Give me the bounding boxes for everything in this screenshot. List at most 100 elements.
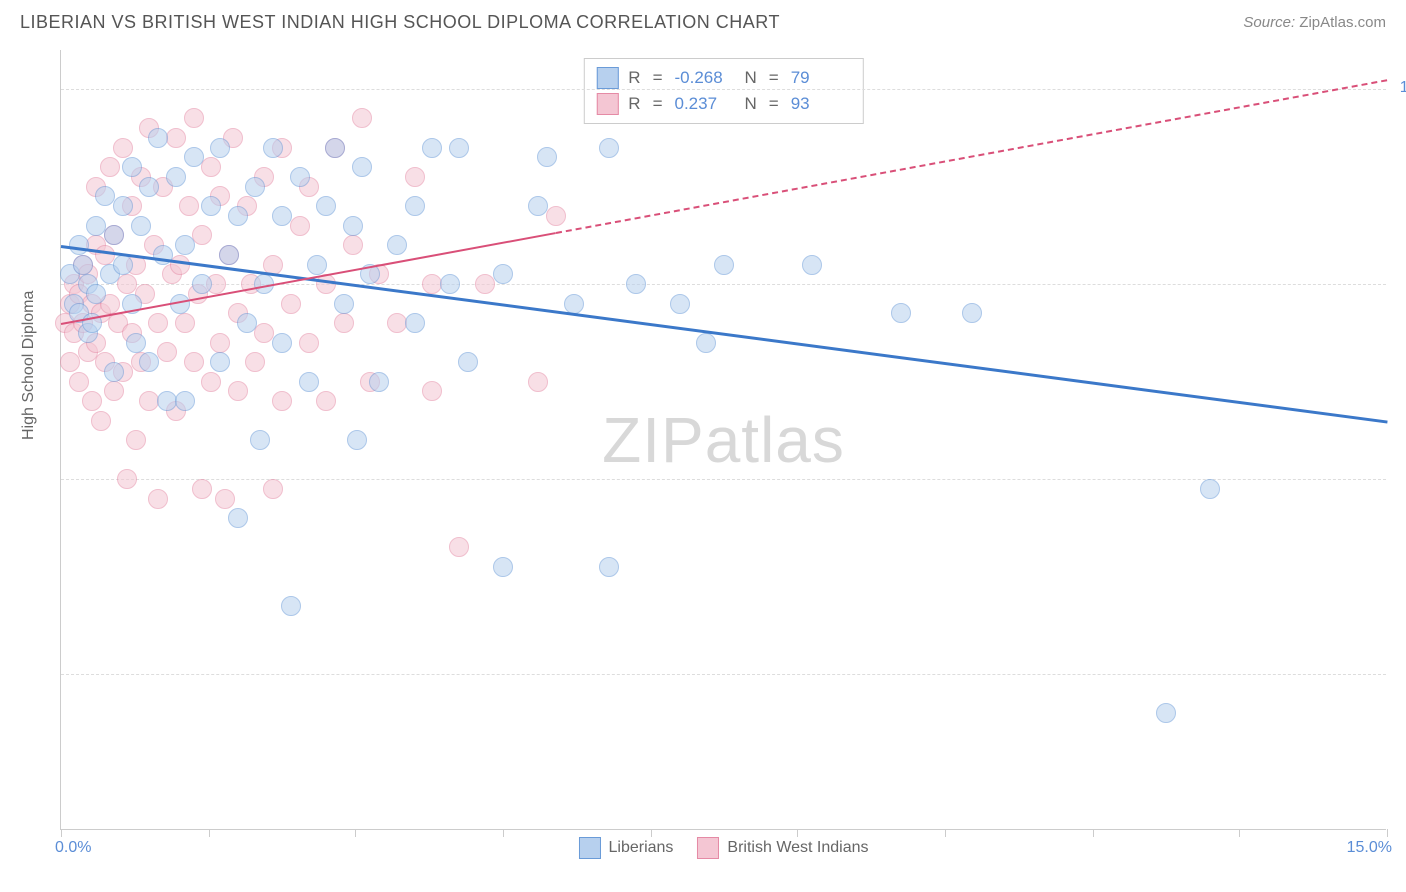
scatter-point: [192, 225, 212, 245]
scatter-point: [73, 255, 93, 275]
y-tick-label: 100.0%: [1400, 79, 1406, 97]
scatter-point: [104, 362, 124, 382]
scatter-point: [113, 255, 133, 275]
scatter-point: [148, 128, 168, 148]
scatter-point: [139, 352, 159, 372]
series-legend: Liberians British West Indians: [578, 837, 868, 859]
scatter-point: [60, 352, 80, 372]
scatter-point: [245, 177, 265, 197]
scatter-point: [891, 303, 911, 323]
scatter-point: [405, 196, 425, 216]
scatter-point: [245, 352, 265, 372]
scatter-point: [422, 138, 442, 158]
scatter-point: [69, 235, 89, 255]
scatter-point: [126, 333, 146, 353]
legend-swatch: [596, 93, 618, 115]
scatter-point: [546, 206, 566, 226]
scatter-point: [343, 216, 363, 236]
stat-n-value: 93: [791, 94, 851, 114]
scatter-point: [714, 255, 734, 275]
scatter-point: [449, 138, 469, 158]
scatter-point: [113, 196, 133, 216]
scatter-point: [228, 206, 248, 226]
legend-swatch: [697, 837, 719, 859]
stats-row: R=0.237N=93: [596, 91, 850, 117]
scatter-point: [228, 381, 248, 401]
scatter-point: [219, 245, 239, 265]
stat-eq: =: [653, 68, 663, 88]
scatter-point: [387, 235, 407, 255]
stats-row: R=-0.268N=79: [596, 65, 850, 91]
scatter-point: [290, 167, 310, 187]
x-tick: [1387, 829, 1388, 837]
chart-title: LIBERIAN VS BRITISH WEST INDIAN HIGH SCH…: [20, 12, 780, 33]
legend-item: Liberians: [578, 837, 673, 859]
scatter-point: [82, 391, 102, 411]
stat-r-label: R: [628, 68, 640, 88]
scatter-point: [802, 255, 822, 275]
scatter-point: [281, 294, 301, 314]
scatter-point: [670, 294, 690, 314]
scatter-point: [334, 313, 354, 333]
scatter-point: [316, 196, 336, 216]
scatter-point: [201, 196, 221, 216]
stat-r-label: R: [628, 94, 640, 114]
scatter-point: [175, 313, 195, 333]
scatter-point: [493, 557, 513, 577]
gridline: [61, 674, 1386, 675]
x-tick: [355, 829, 356, 837]
scatter-point: [299, 372, 319, 392]
scatter-point: [599, 557, 619, 577]
stat-n-label: N: [745, 94, 757, 114]
x-tick-label-first: 0.0%: [55, 839, 91, 857]
gridline: [61, 89, 1386, 90]
scatter-point: [1200, 479, 1220, 499]
scatter-point: [184, 352, 204, 372]
scatter-point: [316, 391, 336, 411]
scatter-point: [192, 479, 212, 499]
scatter-point: [696, 333, 716, 353]
scatter-point: [352, 157, 372, 177]
scatter-point: [184, 147, 204, 167]
scatter-point: [299, 333, 319, 353]
scatter-point: [215, 489, 235, 509]
scatter-point: [528, 372, 548, 392]
scatter-point: [166, 167, 186, 187]
scatter-point: [122, 157, 142, 177]
scatter-point: [210, 352, 230, 372]
scatter-point: [281, 596, 301, 616]
scatter-point: [113, 138, 133, 158]
scatter-point: [263, 138, 283, 158]
scatter-point: [175, 235, 195, 255]
stat-n-value: 79: [791, 68, 851, 88]
x-tick: [651, 829, 652, 837]
scatter-point: [179, 196, 199, 216]
gridline: [61, 479, 1386, 480]
scatter-point: [148, 489, 168, 509]
scatter-point: [528, 196, 548, 216]
scatter-point: [157, 342, 177, 362]
scatter-point: [458, 352, 478, 372]
scatter-point: [1156, 703, 1176, 723]
scatter-point: [272, 206, 292, 226]
legend-label: British West Indians: [727, 839, 868, 857]
x-tick: [61, 829, 62, 837]
scatter-point: [263, 479, 283, 499]
stat-r-value: 0.237: [675, 94, 735, 114]
x-tick: [209, 829, 210, 837]
scatter-point: [422, 381, 442, 401]
scatter-point: [272, 391, 292, 411]
scatter-point: [325, 138, 345, 158]
scatter-point: [91, 411, 111, 431]
scatter-point: [334, 294, 354, 314]
legend-item: British West Indians: [697, 837, 868, 859]
scatter-point: [104, 225, 124, 245]
stats-legend: R=-0.268N=79R=0.237N=93: [583, 58, 863, 124]
y-axis-label: High School Diploma: [20, 291, 38, 440]
stat-eq: =: [769, 68, 779, 88]
watermark-zip: ZIP: [602, 404, 705, 476]
scatter-point: [175, 391, 195, 411]
scatter-point: [962, 303, 982, 323]
watermark: ZIPatlas: [602, 403, 845, 477]
scatter-point: [69, 372, 89, 392]
